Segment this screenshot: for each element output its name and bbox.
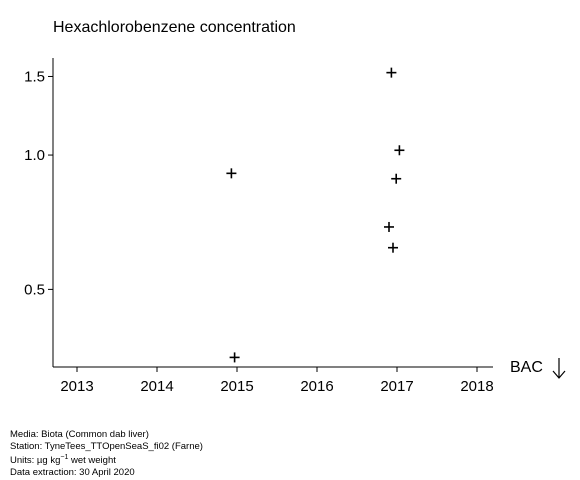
footer-metadata: Media: Biota (Common dab liver) Station:… bbox=[10, 429, 203, 478]
x-tick-label: 2014 bbox=[140, 378, 173, 395]
footer-station: Station: TyneTees_TTOpenSeaS_fi02 (Farne… bbox=[10, 440, 203, 452]
x-tick-label: 2018 bbox=[460, 378, 493, 395]
x-tick-label: 2015 bbox=[220, 378, 253, 395]
chart-title: Hexachlorobenzene concentration bbox=[53, 19, 296, 36]
data-point bbox=[229, 352, 240, 363]
footer-media: Media: Biota (Common dab liver) bbox=[10, 429, 149, 440]
x-tick-label: 2016 bbox=[300, 378, 333, 395]
data-point bbox=[226, 168, 237, 179]
data-point bbox=[391, 173, 402, 184]
data-point bbox=[388, 242, 398, 253]
data-point bbox=[386, 67, 397, 78]
footer-extraction: Data extraction: 30 April 2020 bbox=[10, 466, 135, 478]
bac-label: BAC bbox=[510, 359, 543, 376]
data-point bbox=[394, 145, 405, 156]
axes bbox=[48, 58, 493, 372]
data-point bbox=[384, 221, 394, 232]
down-arrow-icon bbox=[552, 358, 566, 379]
y-tick-label: 0.5 bbox=[24, 281, 45, 298]
x-tick-label: 2017 bbox=[380, 378, 413, 395]
x-tick-label: 2013 bbox=[60, 378, 93, 395]
footer-units: Units: µg kg−1 wet weight bbox=[10, 454, 116, 467]
data-points bbox=[226, 67, 405, 363]
tick-labels: 2013 2014 2015 2016 2017 2018 0.5 1.0 1.5 bbox=[24, 68, 494, 395]
y-tick-label: 1.5 bbox=[24, 68, 45, 85]
bac-legend: BAC bbox=[510, 358, 566, 379]
y-tick-label: 1.0 bbox=[24, 147, 45, 164]
